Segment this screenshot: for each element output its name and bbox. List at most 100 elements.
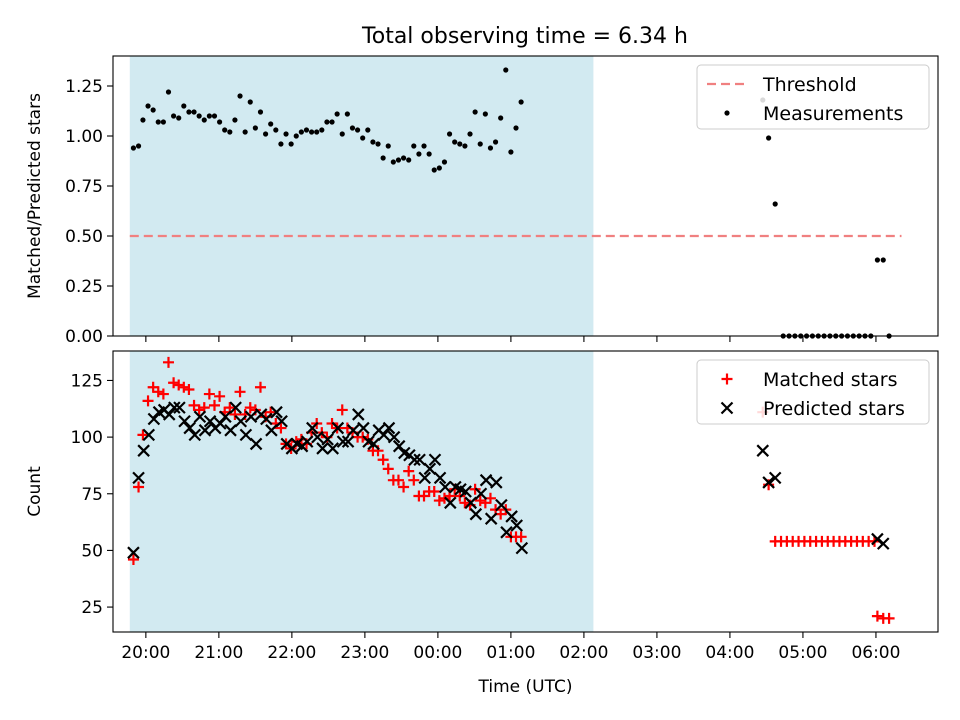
x-tick-label: 01:00 bbox=[486, 643, 535, 663]
measurements-point bbox=[487, 145, 494, 151]
predicted-stars-point bbox=[433, 471, 447, 485]
predicted-stars-point bbox=[408, 453, 421, 467]
predicted-stars-point bbox=[326, 442, 340, 455]
predicted-stars-point bbox=[188, 428, 202, 442]
measurements-point bbox=[477, 141, 483, 147]
measurements-point bbox=[242, 129, 248, 135]
measurements-point bbox=[191, 109, 197, 115]
predicted-stars-point bbox=[377, 428, 391, 442]
predicted-stars-point bbox=[306, 421, 319, 435]
matched-stars-point bbox=[133, 481, 145, 493]
measurements-point bbox=[874, 257, 881, 263]
predicted-stars-point bbox=[229, 401, 242, 414]
measurements-point bbox=[334, 111, 340, 117]
measurements-point bbox=[354, 127, 361, 133]
predicted-stars-point bbox=[352, 408, 365, 421]
matched-stars-point bbox=[403, 465, 415, 477]
predicted-stars-point bbox=[392, 439, 406, 453]
predicted-stars-point bbox=[168, 401, 181, 414]
matched-stars-point bbox=[275, 422, 287, 434]
measurements-point bbox=[216, 119, 223, 125]
predicted-stars-point bbox=[275, 414, 288, 428]
legend-predicted-swatch bbox=[720, 401, 734, 415]
matched-stars-point bbox=[168, 377, 180, 389]
predicted-stars-point bbox=[413, 453, 426, 467]
x-axis-label: Time (UTC) bbox=[478, 677, 573, 697]
y-tick-label: 0.50 bbox=[65, 227, 103, 247]
predicted-stars-point bbox=[265, 424, 278, 437]
matched-stars-point bbox=[137, 429, 149, 441]
matched-stars-point bbox=[152, 386, 164, 398]
measurements-point bbox=[457, 141, 463, 147]
measurements-point bbox=[232, 117, 238, 123]
observing-span bbox=[129, 351, 594, 632]
measurements-point bbox=[436, 165, 442, 171]
predicted-stars-point bbox=[510, 519, 524, 532]
measurements-point bbox=[772, 201, 778, 207]
measurements-point bbox=[314, 129, 320, 135]
predicted-stars-point bbox=[270, 405, 283, 419]
matched-stars-point bbox=[208, 399, 220, 411]
predicted-stars-point bbox=[173, 401, 186, 414]
matched-stars-point bbox=[244, 402, 256, 414]
measurements-point bbox=[426, 151, 432, 157]
matched-stars-point bbox=[871, 610, 883, 622]
measurements-point bbox=[273, 127, 279, 133]
predicted-stars-point bbox=[137, 444, 150, 457]
measurements-point bbox=[278, 141, 284, 147]
measurements-point bbox=[257, 109, 264, 115]
measurements-point bbox=[329, 119, 335, 125]
measurements-point bbox=[446, 131, 453, 137]
predicted-stars-point bbox=[423, 462, 437, 476]
legend-measurements-swatch bbox=[724, 110, 730, 116]
matched-stars-point bbox=[433, 495, 445, 507]
measurements-point bbox=[462, 143, 468, 149]
predicted-stars-point bbox=[239, 428, 253, 442]
legend-label: Measurements bbox=[763, 103, 903, 125]
predicted-stars-point bbox=[387, 430, 401, 444]
measurements-point bbox=[237, 93, 243, 99]
y-axis-label: Count bbox=[25, 466, 45, 517]
matched-stars-point bbox=[392, 474, 404, 486]
measurements-point bbox=[370, 139, 376, 145]
predicted-stars-point bbox=[768, 471, 782, 485]
measurements-point bbox=[303, 127, 310, 133]
measurements-point bbox=[222, 127, 228, 133]
matched-stars-point bbox=[382, 463, 394, 475]
matched-stars-point bbox=[178, 381, 190, 393]
x-tick-label: 05:00 bbox=[778, 643, 827, 663]
measurements-point bbox=[308, 129, 315, 135]
matched-stars-point bbox=[193, 404, 205, 416]
legend-label: Matched stars bbox=[763, 369, 897, 391]
y-tick-label: 0.00 bbox=[65, 327, 103, 347]
predicted-stars-point bbox=[495, 498, 508, 512]
y-tick-label: 125 bbox=[71, 371, 103, 391]
measurements-point bbox=[247, 99, 253, 105]
predicted-stars-point bbox=[876, 537, 890, 550]
measurements-point bbox=[344, 111, 350, 117]
measurements-point bbox=[283, 131, 289, 137]
matched-stars-point bbox=[127, 553, 139, 565]
measurements-point bbox=[441, 159, 448, 165]
measurements-point bbox=[293, 133, 299, 139]
predicted-stars-point bbox=[505, 510, 518, 523]
measurements-point bbox=[406, 157, 412, 163]
measurements-point bbox=[324, 119, 330, 125]
x-tick-label: 03:00 bbox=[632, 643, 681, 663]
matched-stars-point bbox=[377, 454, 389, 466]
matched-stars-point bbox=[214, 390, 226, 402]
measurements-point bbox=[880, 257, 886, 263]
predicted-stars-point bbox=[214, 417, 227, 430]
measurements-point bbox=[319, 127, 325, 133]
measurements-point bbox=[196, 113, 202, 119]
matched-stars-point bbox=[398, 481, 410, 493]
matched-stars-point bbox=[336, 404, 348, 416]
measurements-point bbox=[503, 67, 509, 73]
measurements-point bbox=[349, 125, 356, 131]
predicted-stars-point bbox=[127, 546, 140, 559]
y-tick-label: 25 bbox=[81, 598, 103, 618]
measurements-point bbox=[206, 113, 212, 119]
predicted-stars-point bbox=[178, 414, 191, 428]
measurements-point bbox=[140, 117, 146, 123]
predicted-stars-point bbox=[203, 414, 217, 428]
